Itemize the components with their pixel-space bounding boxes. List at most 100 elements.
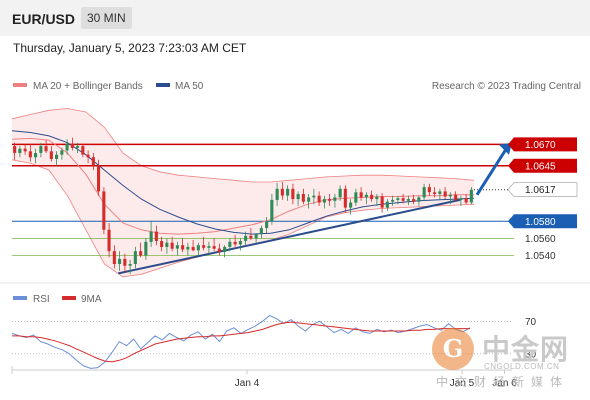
ma50-legend-label: MA 50 xyxy=(175,81,204,92)
candle-body xyxy=(354,192,358,203)
candle-body xyxy=(464,198,468,203)
candle-body xyxy=(228,241,232,247)
candle-body xyxy=(359,192,363,198)
forecast-arrow-head xyxy=(499,142,512,155)
candle-body xyxy=(55,154,59,159)
level-label-1.0670: 1.0670 xyxy=(525,140,556,151)
candle-body xyxy=(375,196,379,200)
header-bar: EUR/USD 30 MIN xyxy=(0,0,590,36)
ma20-line xyxy=(11,137,474,235)
candle-body xyxy=(191,246,195,251)
candle-body xyxy=(406,199,410,201)
candle-body xyxy=(422,187,426,198)
candle-body xyxy=(448,194,452,197)
watermark: G 中金网 CNGOLD.COM.CN 中文财经新媒体 xyxy=(432,326,582,389)
level-label-1.0540: 1.0540 xyxy=(525,251,556,262)
candle-body xyxy=(34,153,38,158)
timeframe-button[interactable]: 30 MIN xyxy=(81,7,132,29)
candle-body xyxy=(338,188,342,198)
candle-body xyxy=(291,188,295,200)
candle-body xyxy=(396,198,400,200)
rsi-series-RSI xyxy=(11,315,471,369)
candle-body xyxy=(391,199,395,202)
candle-body xyxy=(165,242,169,247)
candle-body xyxy=(459,198,463,200)
level-label-1.0560: 1.0560 xyxy=(525,234,556,245)
trendline xyxy=(118,198,461,275)
bollinger-upper xyxy=(11,108,475,183)
candle-body xyxy=(139,251,143,256)
candle-body xyxy=(207,246,211,248)
candle-body xyxy=(280,188,284,196)
watermark-url: CNGOLD.COM.CN xyxy=(484,362,560,371)
watermark-subtitle: 中文财经新媒体 xyxy=(436,375,570,389)
candle-body xyxy=(13,146,17,153)
candle-body xyxy=(65,143,69,151)
candle-body xyxy=(102,191,106,230)
candle-body xyxy=(123,258,127,266)
candle-body xyxy=(401,198,405,201)
candle-body xyxy=(469,189,473,203)
price-labels: 1.0670 1.0645 1.0617 1.0580 1.0560 1.0540 xyxy=(507,137,578,262)
candle-body xyxy=(60,150,64,155)
candle-body xyxy=(44,146,48,152)
candle-body xyxy=(18,148,22,153)
watermark-brand: 中金网 xyxy=(482,333,570,366)
bollinger-band xyxy=(11,108,475,278)
symbol-label: EUR/USD xyxy=(12,11,76,27)
candle-body xyxy=(91,157,95,166)
candles xyxy=(13,137,473,275)
time-tick-label: Jan 5 xyxy=(450,378,475,389)
rsi-ma-legend-swatch xyxy=(62,296,76,300)
candle-body xyxy=(343,188,347,208)
rsi-series-9MA xyxy=(12,321,470,363)
candle-body xyxy=(301,194,305,202)
candle-body xyxy=(128,264,132,266)
candle-body xyxy=(238,241,242,245)
time-axis: Jan 4 Jan 5 Jan 6 xyxy=(11,366,517,389)
candle-body xyxy=(438,191,442,194)
candle-body xyxy=(349,202,353,208)
rsi-legend-swatch xyxy=(13,296,27,300)
candle-body xyxy=(81,146,85,155)
candle-body xyxy=(118,258,122,264)
rsi-legend-label: RSI xyxy=(33,294,50,305)
candle-body xyxy=(328,199,332,201)
candle-body xyxy=(286,188,290,196)
ma50-legend-swatch xyxy=(156,83,170,87)
candle-body xyxy=(417,197,421,202)
candle-body xyxy=(317,195,321,203)
candle-body xyxy=(370,194,374,200)
candle-body xyxy=(76,146,80,148)
level-tag-1.0670 xyxy=(508,137,577,152)
bollinger-legend-swatch xyxy=(13,83,27,87)
bollinger-fill xyxy=(12,108,474,277)
candle-body xyxy=(312,195,316,198)
candle-body xyxy=(217,248,221,252)
candle-body xyxy=(144,241,148,256)
support-trendline xyxy=(118,198,461,275)
candle-body xyxy=(265,221,269,229)
rsi-tick-30: 30 xyxy=(525,349,537,360)
candle-body xyxy=(322,199,326,203)
time-tick-label: Jan 4 xyxy=(235,378,260,389)
candle-body xyxy=(364,194,368,198)
candle-body xyxy=(170,242,174,249)
candle-body xyxy=(49,151,53,159)
candle-body xyxy=(160,241,164,247)
candle-body xyxy=(296,194,300,200)
candle-body xyxy=(23,148,27,152)
candle-body xyxy=(175,245,179,249)
rsi-panel: 70 30 xyxy=(11,315,537,369)
candle-body xyxy=(433,192,437,194)
candle-body xyxy=(186,246,190,250)
level-label-1.0580: 1.0580 xyxy=(525,217,556,228)
candle-body xyxy=(270,199,274,222)
candle-body xyxy=(212,246,216,249)
candle-body xyxy=(202,245,206,248)
candle-body xyxy=(412,199,416,202)
candle-body xyxy=(254,234,258,239)
level-label-1.0645: 1.0645 xyxy=(525,161,556,172)
candle-body xyxy=(181,245,185,250)
